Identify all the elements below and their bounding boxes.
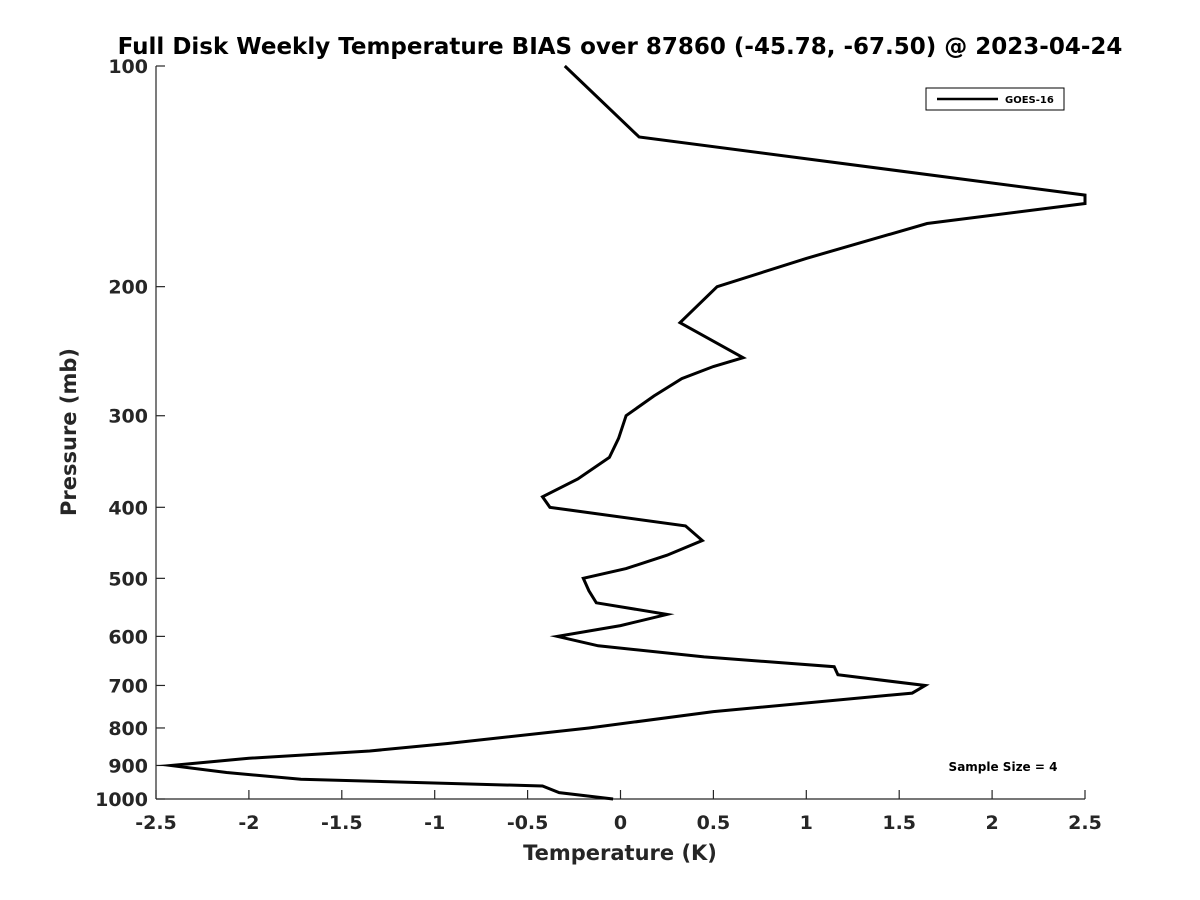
x-tick-label: 2: [985, 812, 998, 834]
y-tick-label: 400: [108, 497, 148, 519]
x-tick-label: 0.5: [697, 812, 731, 834]
y-axis-label: Pressure (mb): [57, 348, 81, 516]
x-tick-label: -1: [424, 812, 445, 834]
x-axis-label: Temperature (K): [523, 841, 717, 865]
x-tick-label: -2.5: [135, 812, 177, 834]
y-tick-label: 200: [108, 277, 148, 299]
y-tick-label: 100: [108, 56, 148, 78]
x-tick-label: -1.5: [321, 812, 363, 834]
y-tick-label: 300: [108, 406, 148, 428]
y-tick-label: 900: [108, 755, 148, 777]
legend: GOES-16: [925, 87, 1065, 111]
y-ticks: 100 200 300 400 500 600 700 800 900 1000: [95, 56, 165, 811]
y-tick-label: 800: [108, 718, 148, 740]
x-tick-label: 2.5: [1068, 812, 1102, 834]
chart-title: Full Disk Weekly Temperature BIAS over 8…: [118, 34, 1123, 60]
y-tick-label: 700: [108, 675, 148, 697]
x-ticks: -2.5 -2 -1.5 -1 -0.5 0 0.5 1 1.5 2 2.5: [135, 790, 1102, 834]
series-layer: [157, 64, 1087, 801]
x-tick-label: 0: [614, 812, 627, 834]
x-tick-label: 1: [800, 812, 813, 834]
y-tick-label: 500: [108, 568, 148, 590]
sample-size-annotation: Sample Size = 4: [949, 760, 1058, 774]
y-tick-label: 1000: [95, 789, 148, 811]
x-tick-label: -2: [238, 812, 259, 834]
y-tick-label: 600: [108, 626, 148, 648]
legend-label-goes-16: GOES-16: [1005, 95, 1054, 106]
x-tick-label: -0.5: [507, 812, 549, 834]
series-line-goes-16: [157, 64, 1087, 801]
x-tick-label: 1.5: [882, 812, 916, 834]
